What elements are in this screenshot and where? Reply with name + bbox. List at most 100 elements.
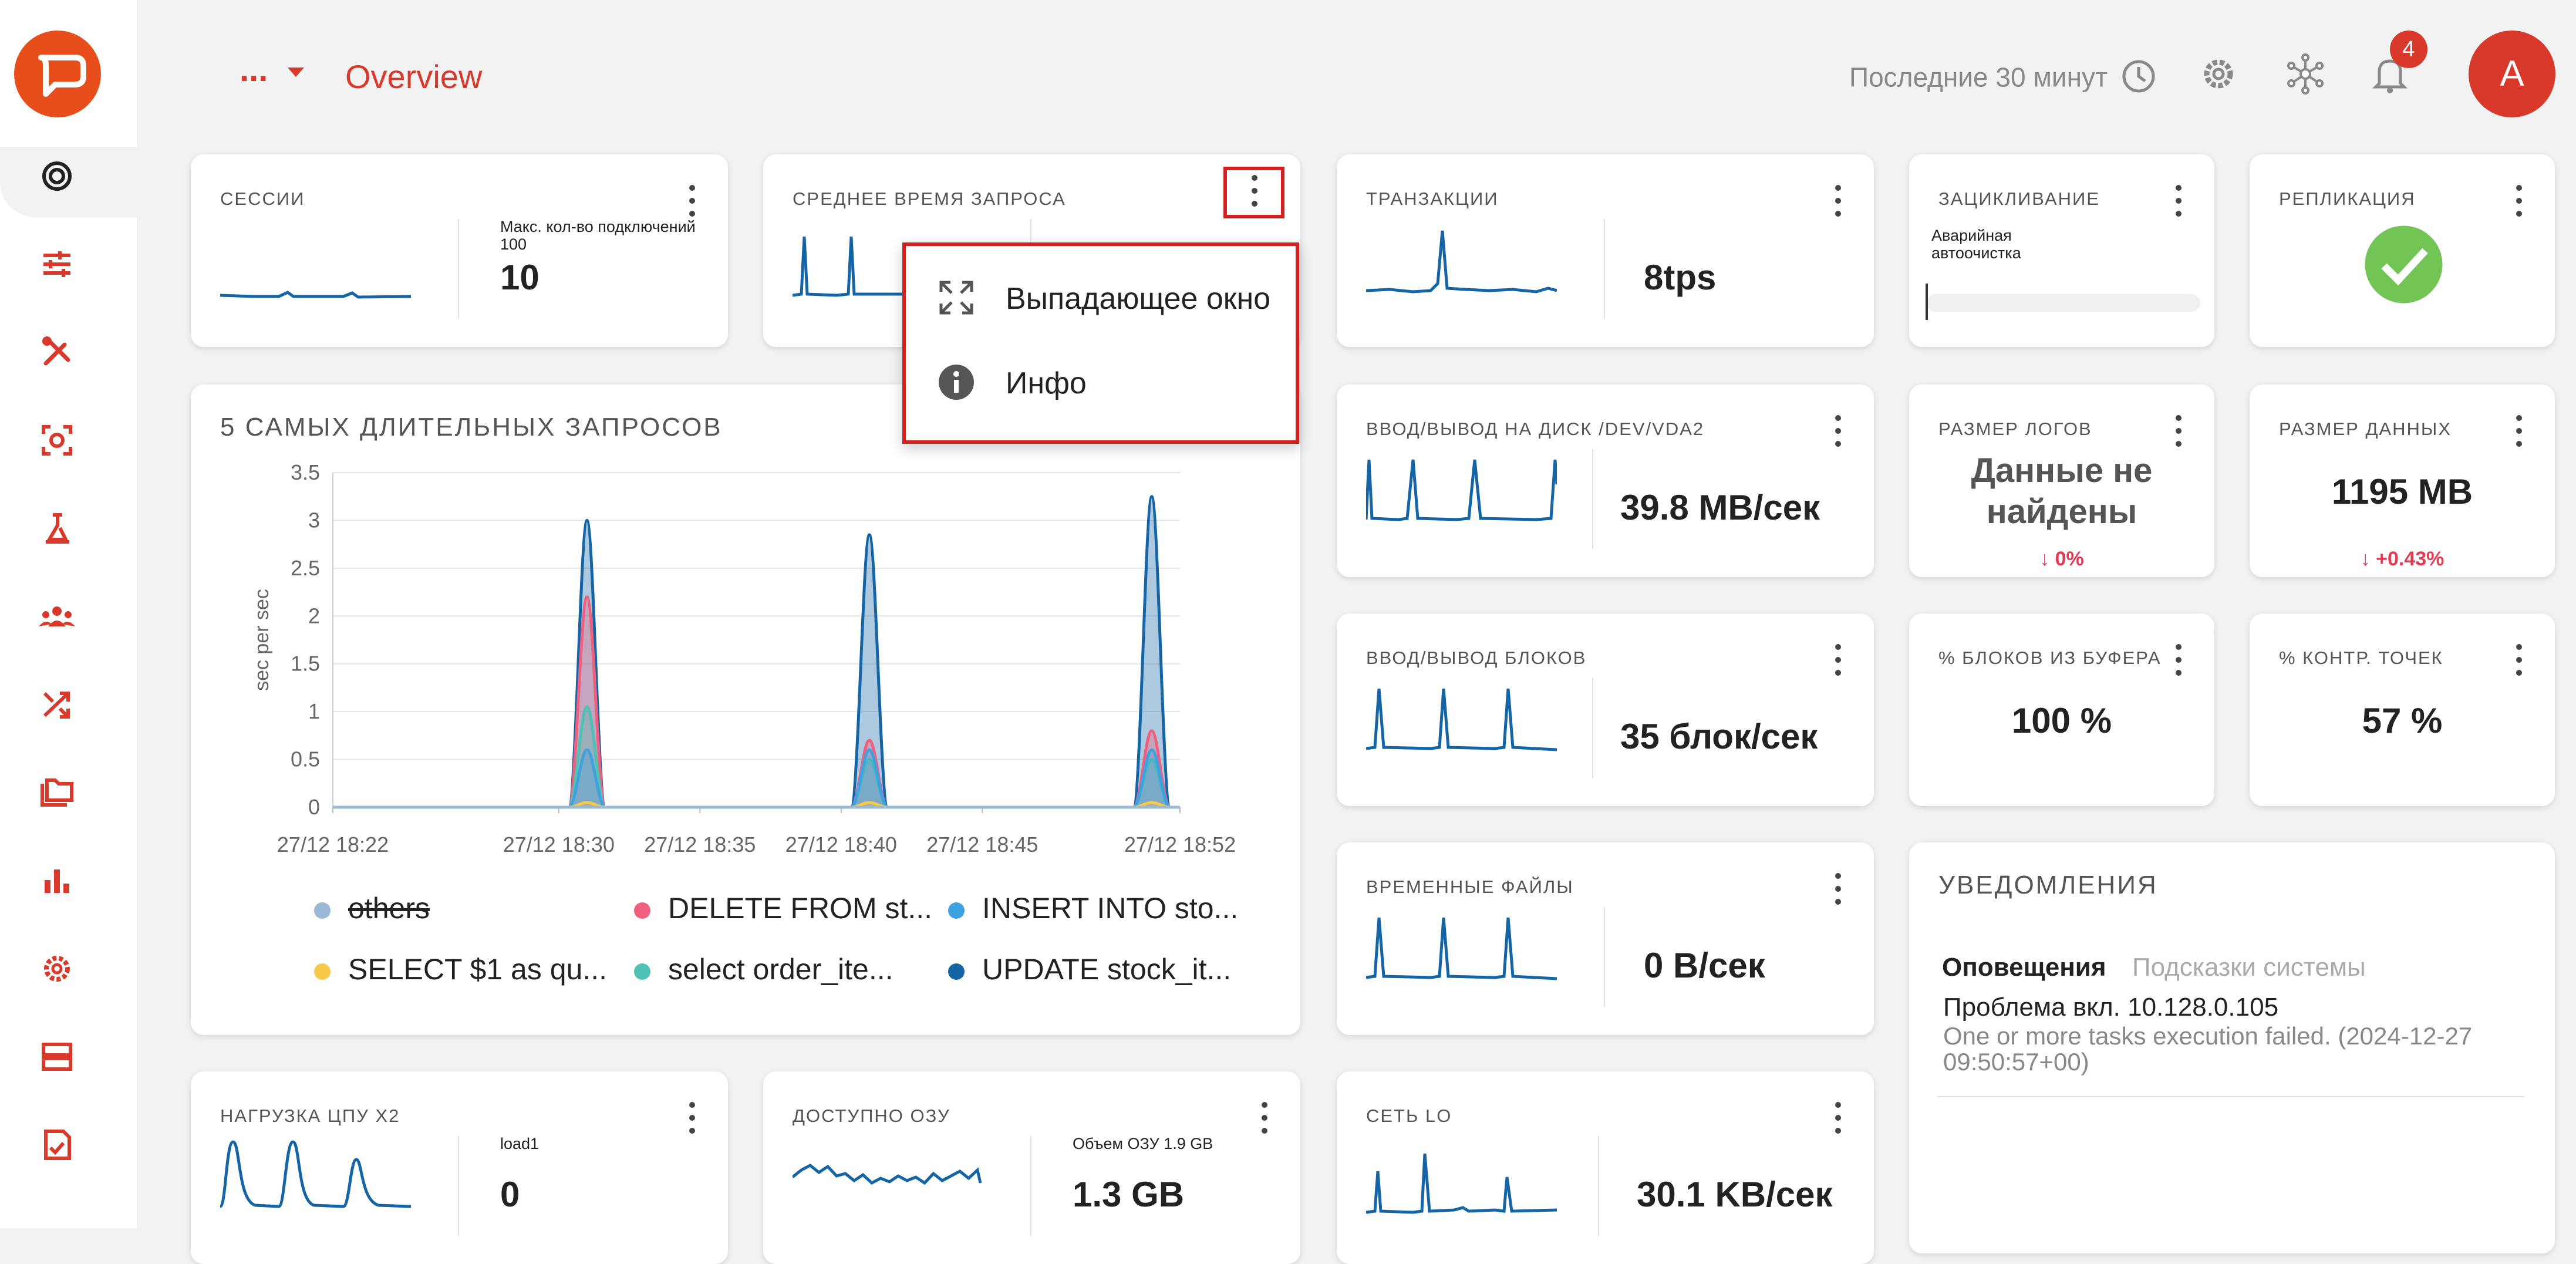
scan-icon[interactable]: [36, 420, 77, 461]
legend-item[interactable]: UPDATE stock_it...: [948, 952, 1231, 986]
users-icon[interactable]: [36, 596, 77, 637]
y-tick-label: 2: [308, 604, 320, 628]
divider: [458, 1136, 459, 1236]
card-menu-button[interactable]: [1223, 167, 1284, 218]
top-bar: ... Overview Последние 30 минут 4 A: [137, 0, 2576, 147]
tab-alerts[interactable]: Оповещения: [1942, 953, 2106, 982]
legend-marker: [634, 963, 650, 980]
app-logo[interactable]: [14, 31, 101, 117]
card-dropdown-menu: Выпадающее окно Инфо: [902, 242, 1299, 444]
card-menu-button[interactable]: [686, 185, 697, 220]
y-tick-label: 1.5: [291, 652, 320, 676]
notifications-card: Уведомления Оповещения Подсказки системы…: [1909, 842, 2555, 1253]
menu-item-info[interactable]: Инфо: [906, 340, 1296, 422]
user-avatar[interactable]: A: [2469, 31, 2555, 117]
x-tick-label: 27/12 18:35: [644, 832, 756, 857]
block-io-card: Ввод/вывод блоков 35 блок/сек: [1337, 614, 1874, 806]
card-menu-button[interactable]: [2172, 644, 2184, 679]
sessions-value: 10: [500, 258, 540, 297]
divider: [1937, 1096, 2524, 1097]
card-title: Нагрузка ЦПУ x2: [220, 1105, 400, 1126]
sessions-card: Сессии Макс. кол-во подключений 100 10: [191, 154, 728, 347]
expand-icon: [938, 279, 975, 324]
sparkline: [1366, 917, 1557, 980]
y-tick-label: 3: [308, 508, 320, 532]
y-tick-label: 1: [308, 699, 320, 723]
checkpoints-value: 57 %: [2362, 701, 2443, 740]
sliders-icon[interactable]: [36, 244, 77, 285]
legend-item[interactable]: select order_ite...: [634, 952, 893, 986]
divider: [1598, 1136, 1599, 1236]
card-menu-button[interactable]: [2172, 185, 2184, 220]
divider: [458, 219, 459, 319]
tools-icon[interactable]: [36, 332, 77, 373]
menu-item-info-label: Инфо: [1006, 366, 1087, 400]
card-menu-button[interactable]: [1832, 415, 1843, 450]
chart-title: 5 самых длительных запросов: [220, 413, 723, 441]
autovacuum-label: Аварийная автоочистка: [1931, 227, 2021, 262]
settings-icon[interactable]: [36, 948, 77, 989]
card-menu-button[interactable]: [1832, 185, 1843, 220]
card-title: Размер данных: [2279, 419, 2452, 439]
notifications-bell-icon[interactable]: [2372, 54, 2408, 98]
x-tick-label: 27/12 18:22: [277, 832, 389, 857]
shuffle-icon[interactable]: [36, 684, 77, 725]
card-menu-button[interactable]: [1832, 644, 1843, 679]
disk-io-value: 39.8 MB/сек: [1620, 488, 1820, 527]
card-title: Зацикливание: [1938, 188, 2100, 209]
card-menu-button[interactable]: [686, 1102, 697, 1137]
tab-system-hints[interactable]: Подсказки системы: [2132, 953, 2366, 982]
data-size-delta: ↓ +0.43%: [2360, 548, 2444, 570]
card-title: Сессии: [220, 188, 305, 209]
network-card: Сеть lo 30.1 KB/сек: [1337, 1071, 1874, 1264]
x-tick-label: 27/12 18:52: [1124, 832, 1236, 857]
legend-marker: [314, 902, 331, 919]
folders-icon[interactable]: [36, 772, 77, 813]
card-menu-button[interactable]: [2172, 415, 2184, 450]
breadcrumb-more[interactable]: ...: [240, 50, 305, 89]
transactions-card: Транзакции 8tps: [1337, 154, 1874, 347]
ram-available-value: 1.3 GB: [1073, 1175, 1185, 1214]
legend-item[interactable]: others: [314, 891, 430, 925]
card-menu-button[interactable]: [1832, 1102, 1843, 1137]
checkpoints-card: % контр. точек 57 %: [2250, 614, 2555, 806]
legend-item[interactable]: SELECT $1 as qu...: [314, 952, 607, 986]
gauge-icon[interactable]: [36, 156, 77, 197]
card-menu-button[interactable]: [1258, 1102, 1270, 1137]
legend-label: others: [348, 892, 430, 925]
legend-item[interactable]: DELETE FROM st...: [634, 891, 932, 925]
divider: [1592, 678, 1593, 778]
data-size-card: Размер данных 1195 MB ↓ +0.43%: [2250, 385, 2555, 577]
card-menu-button[interactable]: [2513, 415, 2524, 450]
legend-label: SELECT $1 as qu...: [348, 953, 607, 986]
menu-item-popup[interactable]: Выпадающее окно: [906, 255, 1296, 338]
network-value: 30.1 KB/сек: [1637, 1175, 1833, 1214]
cpu-load-card: Нагрузка ЦПУ x2 load1 0: [191, 1071, 728, 1264]
settings-icon[interactable]: [2199, 54, 2238, 97]
temp-files-value: 0 B/сек: [1644, 946, 1765, 985]
lab-icon[interactable]: [36, 508, 77, 549]
card-menu-button[interactable]: [2513, 185, 2524, 220]
log-size-value: Данные не найдены: [1971, 451, 2153, 531]
time-range-selector[interactable]: Последние 30 минут: [1849, 59, 2156, 100]
card-menu-button[interactable]: [1832, 873, 1843, 908]
check-icon: [2364, 225, 2443, 307]
network-icon[interactable]: [2284, 53, 2327, 98]
y-tick-label: 3.5: [291, 460, 320, 484]
notification-item-title[interactable]: Проблема вкл. 10.128.0.105: [1943, 993, 2279, 1022]
legend-label: UPDATE stock_it...: [982, 953, 1232, 986]
card-title: % блоков из буфера: [1938, 648, 2162, 668]
sparkline: [1366, 1153, 1557, 1214]
card-menu-button[interactable]: [2513, 644, 2524, 679]
divider: [1030, 1136, 1031, 1236]
legend-label: select order_ite...: [668, 953, 893, 986]
data-size-value: 1195 MB: [2331, 472, 2473, 511]
legend-item[interactable]: INSERT INTO sto...: [948, 891, 1238, 925]
bar-chart-icon[interactable]: [36, 860, 77, 901]
page-title: Overview: [345, 58, 483, 95]
server-icon[interactable]: [36, 1036, 77, 1077]
x-tick-label: 27/12 18:30: [503, 832, 615, 857]
checklist-icon[interactable]: [36, 1124, 77, 1165]
card-title: Ввод/вывод на диск /dev/vda2: [1366, 419, 1705, 439]
sparkline: [793, 1164, 982, 1185]
